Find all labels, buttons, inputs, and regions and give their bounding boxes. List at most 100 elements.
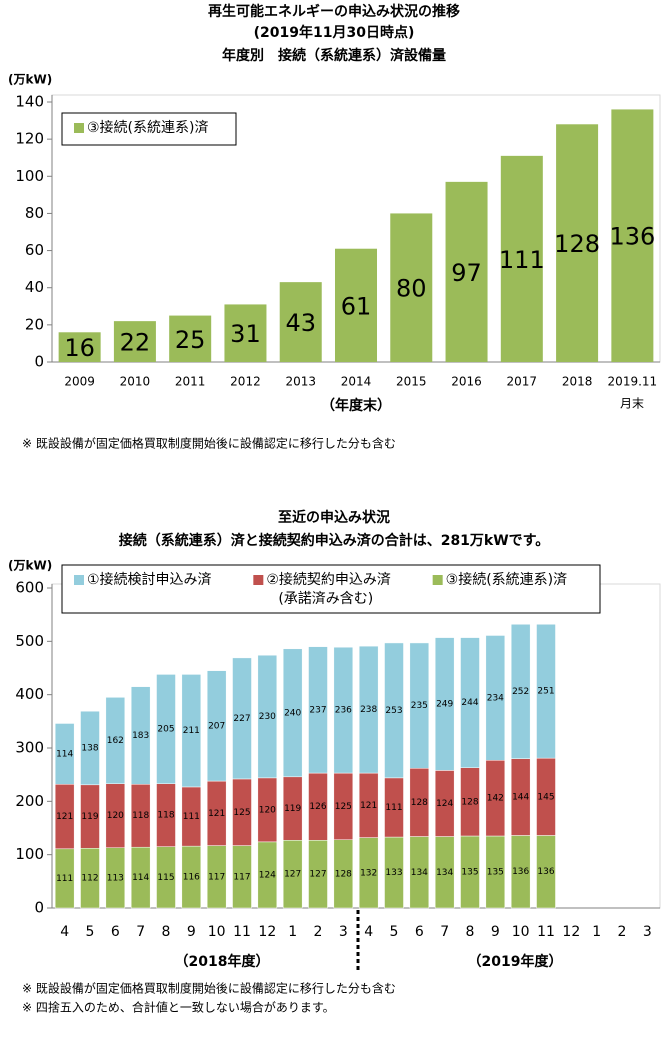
data-label: 145 [537, 792, 554, 802]
data-label: 236 [335, 706, 352, 716]
data-label: 235 [411, 701, 428, 711]
legend-label: ③接続(系統連系)済 [446, 571, 567, 588]
y-tick-label: 600 [15, 579, 44, 597]
data-label: 237 [309, 705, 326, 715]
y-tick-label: 100 [15, 845, 44, 863]
x-tick-label: 2009 [64, 375, 95, 389]
note: ※ 既設設備が固定価格買取制度開始後に設備認定に移行した分も含む [22, 981, 396, 996]
y-tick-label: 300 [15, 739, 44, 757]
x-tick-label: 2018 [562, 375, 593, 389]
x-tick-label: 5 [390, 924, 399, 940]
x-tick-label: 2 [618, 924, 627, 940]
x-tick-label: 8 [162, 924, 171, 940]
y-tick-label: 100 [15, 167, 44, 185]
bar-segment [434, 637, 455, 771]
x-tick-label: 2019.11 [608, 375, 658, 389]
x-tick-label: 1 [288, 924, 297, 940]
x-tick-label: 4 [364, 924, 373, 940]
bar-segment [358, 645, 379, 774]
bar-segment [384, 642, 404, 779]
bar [445, 181, 488, 362]
data-label: 253 [385, 706, 402, 716]
x-note: 月末 [620, 397, 644, 411]
data-label: 111 [385, 803, 402, 813]
data-label: 22 [120, 329, 151, 357]
data-label: 113 [107, 873, 124, 883]
y-tick-label: 400 [15, 685, 44, 703]
x-tick-label: 2012 [230, 375, 261, 389]
data-label: 211 [183, 726, 200, 736]
x-tick-label: 10 [208, 924, 226, 940]
x-tick-label: 9 [187, 924, 196, 940]
x-tick-label: 2013 [285, 375, 316, 389]
x-tick-label: 2010 [120, 375, 151, 389]
data-label: 128 [461, 797, 478, 807]
x-tick-label: 6 [111, 924, 120, 940]
bar [279, 282, 322, 362]
legend-swatch [74, 123, 84, 133]
data-label: 138 [81, 744, 98, 754]
x-tick-label: 12 [258, 924, 276, 940]
bar-segment [232, 657, 252, 780]
data-label: 128 [335, 869, 352, 879]
x-tick-label: 12 [562, 924, 580, 940]
bar [58, 332, 101, 362]
bar-segment [536, 624, 556, 759]
chart-title: 至近の申込み状況 [278, 509, 390, 526]
bar [334, 248, 378, 362]
data-label: 136 [537, 867, 554, 877]
x-tick-label: 2017 [507, 375, 538, 389]
data-label: 249 [436, 700, 453, 710]
data-label: 142 [487, 794, 504, 804]
bar-segment [206, 670, 227, 782]
data-label: 121 [360, 801, 377, 811]
y-tick-label: 80 [25, 204, 44, 222]
data-label: 114 [56, 749, 73, 759]
bar-segment [257, 654, 278, 779]
x-tick-label: 2016 [451, 375, 482, 389]
y-tick-label: 60 [25, 241, 44, 259]
data-label: 80 [396, 275, 427, 303]
data-label: 127 [309, 870, 326, 880]
data-label: 135 [461, 868, 478, 878]
y-tick-label: 0 [34, 899, 44, 917]
y-tick-label: 0 [34, 353, 44, 371]
data-label: 118 [157, 811, 174, 821]
data-label: 118 [132, 811, 149, 821]
legend-label: ②接続契約申込み済 [266, 571, 391, 588]
data-label: 25 [175, 326, 206, 354]
legend-note: (承諾済み含む) [278, 591, 373, 607]
bar-segment [80, 710, 100, 786]
y-tick-label: 20 [25, 315, 44, 333]
legend-swatch [253, 575, 264, 585]
bar-segment [130, 686, 151, 785]
x-tick-label: 3 [643, 924, 652, 940]
x-tick-label: 2015 [396, 375, 427, 389]
x-tick-label: 3 [339, 924, 348, 940]
data-label: 16 [64, 334, 95, 362]
x-tick-label: 9 [491, 924, 500, 940]
data-label: 125 [233, 808, 250, 818]
data-label: 97 [451, 259, 482, 287]
data-label: 133 [385, 868, 402, 878]
legend-swatch [74, 575, 84, 585]
data-label: 126 [309, 802, 326, 812]
data-label: 43 [285, 309, 316, 337]
x-tick-label: 2011 [175, 375, 206, 389]
data-label: 128 [411, 798, 428, 808]
data-label: 207 [208, 721, 225, 731]
x-tick-label: 2 [314, 924, 323, 940]
legend-swatch [432, 575, 443, 585]
note: ※ 既設設備が固定価格買取制度開始後に設備認定に移行した分も含む [22, 436, 396, 451]
data-label: 240 [284, 708, 301, 718]
data-label: 238 [360, 705, 377, 715]
bar-segment [156, 674, 176, 784]
data-label: 114 [132, 873, 149, 883]
data-label: 136 [512, 867, 529, 877]
chart-subtitle: (2019年11月30日時点) [254, 24, 415, 41]
x-tick-label: 7 [440, 924, 449, 940]
data-label: 119 [81, 812, 98, 822]
data-label: 119 [284, 804, 301, 814]
data-label: 111 [499, 246, 545, 274]
